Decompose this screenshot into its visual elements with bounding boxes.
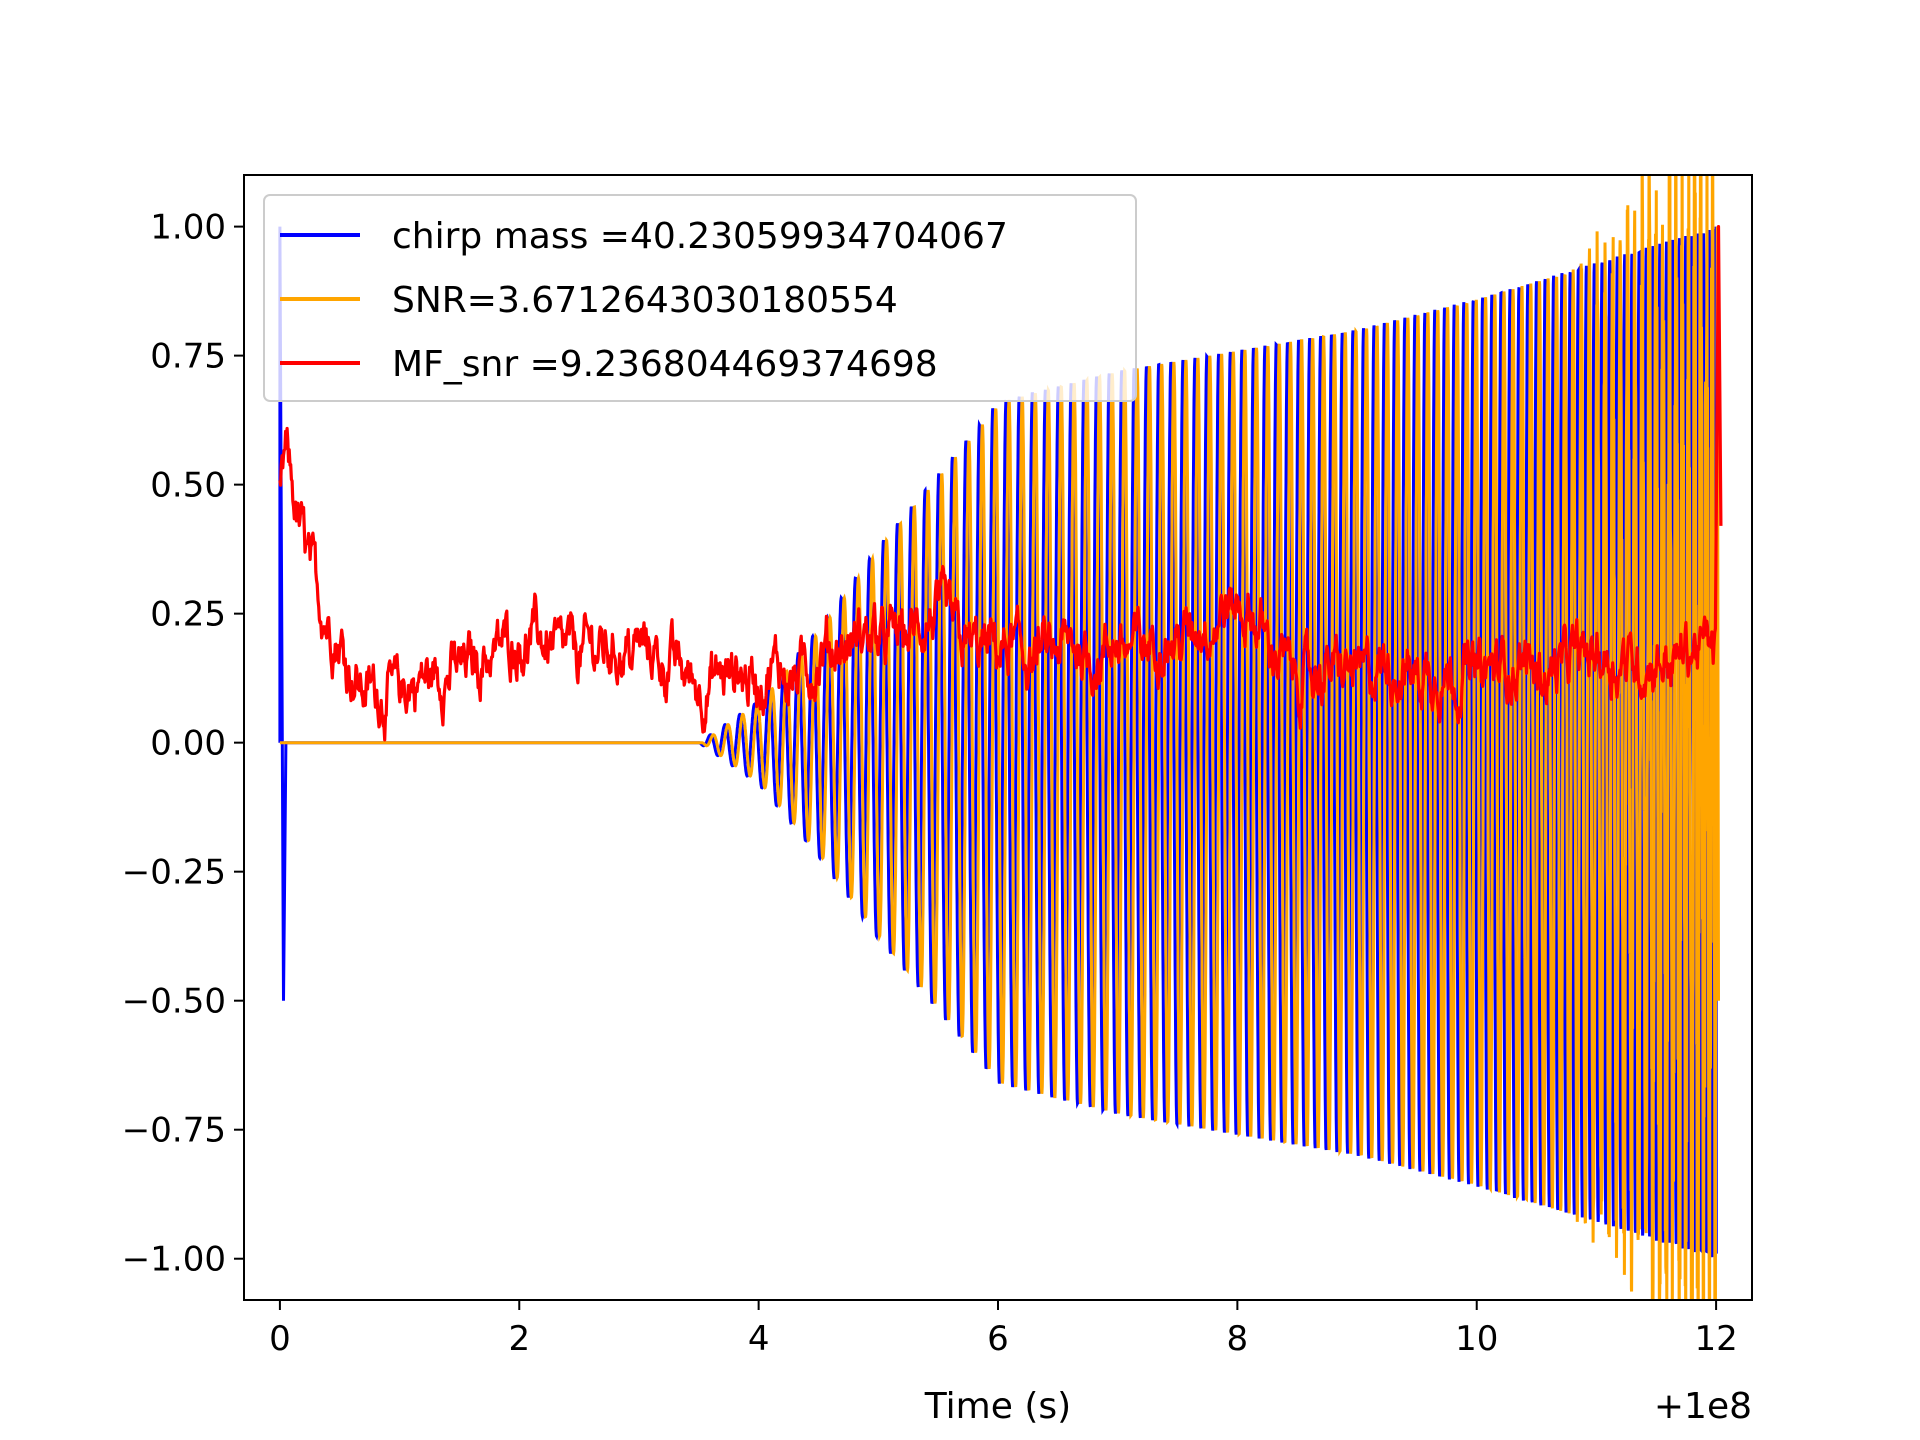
x-tick-label: 2: [508, 1319, 530, 1359]
y-tick-label: −0.25: [122, 853, 226, 893]
y-tick-label: 0.25: [150, 595, 226, 635]
y-tick-label: 0.00: [150, 724, 226, 764]
legend-label: MF_snr =9.236804469374698: [392, 344, 938, 385]
x-tick-label: 6: [987, 1319, 1009, 1359]
series-line-mf-snr: [278, 225, 1723, 742]
x-tick-label: 8: [1227, 1319, 1249, 1359]
x-tick-label: 0: [269, 1319, 291, 1359]
y-axis: 1.00 0.75 0.50 0.25 0.00 −0.25 −0.50 −0.75 −1.00: [122, 208, 244, 1280]
x-axis-offset-label: +1e8: [1654, 1386, 1752, 1427]
legend-label: SNR=3.6712643030180554: [392, 280, 898, 321]
x-tick-label: 4: [748, 1319, 770, 1359]
x-axis: 0 2 4 6 8 10 12: [269, 1300, 1738, 1359]
y-tick-label: −1.00: [122, 1240, 226, 1280]
x-tick-label: 10: [1455, 1319, 1498, 1359]
series-line-snr: [279, 175, 1720, 1300]
y-tick-label: 0.50: [150, 466, 226, 506]
series-layer: [278, 175, 1723, 1300]
legend-box: [263, 194, 1137, 402]
x-tick-label: 12: [1694, 1319, 1737, 1359]
legend-label: chirp mass =40.23059934704067: [392, 216, 1008, 257]
y-tick-label: 0.75: [150, 337, 226, 377]
y-tick-label: −0.50: [122, 982, 226, 1022]
legend: chirp mass =40.23059934704067 SNR=3.67126…: [263, 194, 1137, 402]
y-tick-label: 1.00: [150, 208, 226, 248]
x-axis-label: Time (s): [924, 1386, 1071, 1427]
y-tick-label: −0.75: [122, 1111, 226, 1151]
